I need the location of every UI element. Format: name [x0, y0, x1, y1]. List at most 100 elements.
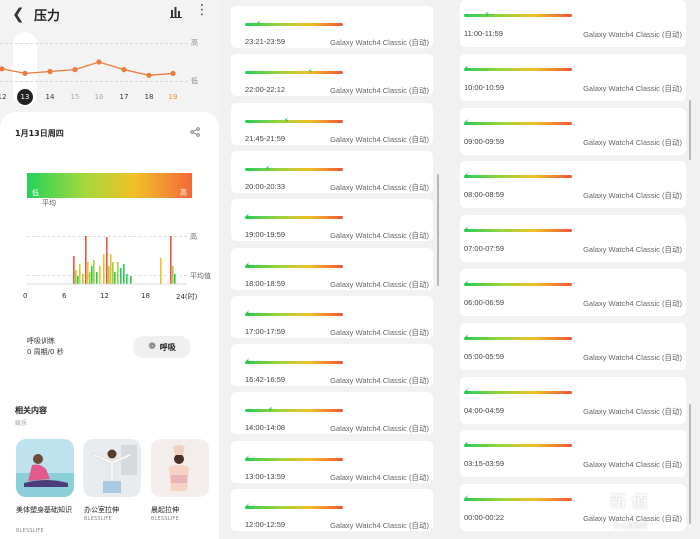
trend-point[interactable]	[170, 70, 176, 76]
trend-point[interactable]	[0, 66, 5, 72]
record-time: 22:00-22:12	[245, 85, 286, 95]
stress-history-list-middle[interactable]: ⚡ 23:21-23:59 Galaxy Watch4 Classic (自动) ⚡ 2…	[219, 0, 448, 539]
trend-point[interactable]	[96, 59, 102, 65]
stress-bar	[120, 268, 122, 284]
stress-bar	[93, 260, 95, 284]
stress-level-bar	[245, 167, 343, 171]
scrollbar[interactable]	[437, 174, 439, 286]
related-caption[interactable]: 晨起拉伸	[151, 506, 179, 514]
day-label[interactable]: 12	[0, 93, 7, 101]
day-label[interactable]: 18	[144, 93, 154, 101]
related-thumbnail[interactable]	[16, 439, 74, 497]
record-time: 00:00-00:22	[464, 513, 505, 523]
record-time: 12:00-12:59	[245, 520, 286, 529]
daily-stress-chart: 高 平均值 0 6 12 18 24(时)	[0, 227, 219, 307]
related-thumbnail[interactable]	[151, 439, 209, 497]
stress-bar	[123, 264, 125, 284]
stress-marker-icon: ⚡	[283, 115, 290, 125]
stress-level-bar	[464, 498, 572, 502]
trend-point[interactable]	[72, 67, 78, 73]
stress-record-item[interactable]: ⚡ 13:00-13:59 Galaxy Watch4 Classic (自动)	[231, 440, 433, 483]
record-time: 13:00-13:59	[245, 471, 286, 481]
stress-marker-icon: ⚡	[307, 67, 314, 77]
stress-level-bar	[245, 457, 343, 461]
scrollbar[interactable]	[689, 404, 691, 524]
stress-marker-icon: ⚡	[245, 212, 251, 222]
stress-record-item[interactable]: ⚡ 05:00-05:59 Galaxy Watch4 Classic (自动)	[460, 322, 686, 370]
day-label[interactable]: 14	[45, 93, 55, 101]
daily-bars-svg	[27, 236, 187, 285]
back-arrow-icon[interactable]: ❮	[12, 5, 25, 23]
stress-bar	[172, 266, 174, 284]
stress-marker-icon: ⚡	[464, 117, 470, 127]
stress-level-bar	[245, 361, 343, 365]
stress-record-item[interactable]: ⚡ 11:00-11:59 Galaxy Watch4 Classic (自动)	[460, 0, 686, 47]
related-caption[interactable]: 美体塑身基础知识	[16, 506, 72, 514]
day-label[interactable]: 19	[168, 93, 178, 101]
stress-record-item[interactable]: ⚡ 17:00-17:59 Galaxy Watch4 Classic (自动)	[231, 295, 433, 338]
stress-record-item[interactable]: ⚡ 22:00-22:12 Galaxy Watch4 Classic (自动)	[231, 54, 433, 97]
stress-record-item[interactable]: ⚡ 20:00-20:33 Galaxy Watch4 Classic (自动)	[231, 150, 433, 193]
stress-bar	[75, 270, 77, 284]
stress-bar	[110, 254, 112, 284]
stress-record-item[interactable]: ⚡ 07:00-07:59 Galaxy Watch4 Classic (自动)	[460, 215, 686, 263]
record-device: Galaxy Watch4 Classic (自动)	[583, 352, 682, 362]
stress-record-item[interactable]: ⚡ 14:00-14:08 Galaxy Watch4 Classic (自动)	[231, 392, 433, 435]
stress-level-bar	[464, 336, 572, 340]
trend-point[interactable]	[121, 67, 127, 73]
stress-record-item[interactable]: ⚡ 23:21-23:59 Galaxy Watch4 Classic (自动)	[231, 6, 433, 48]
record-device: Galaxy Watch4 Classic (自动)	[583, 406, 682, 416]
trend-high-gridline	[0, 43, 188, 44]
day-label[interactable]: 15	[70, 93, 80, 101]
stress-level-bar	[245, 312, 343, 316]
bar-chart-icon[interactable]	[170, 5, 182, 18]
stress-record-item[interactable]: ⚡ 09:00-09:59 Galaxy Watch4 Classic (自动)	[460, 107, 686, 155]
stress-marker-icon: ⚡	[464, 279, 470, 288]
record-time: 10:00-10:59	[464, 82, 505, 92]
more-vertical-icon[interactable]: ⋮	[195, 2, 209, 18]
stress-level-bar	[245, 119, 343, 123]
scrollbar[interactable]	[689, 100, 691, 160]
stress-bar	[126, 274, 128, 284]
day-label[interactable]: 16	[94, 93, 104, 101]
share-icon[interactable]	[190, 127, 200, 137]
stress-marker-icon: ⚡	[245, 308, 251, 318]
stress-bar	[99, 266, 101, 284]
record-device: Galaxy Watch4 Classic (自动)	[330, 376, 429, 386]
stress-bar	[114, 272, 116, 284]
stress-level-bar	[464, 229, 572, 233]
related-thumbnail[interactable]	[83, 439, 141, 497]
stress-record-item[interactable]: ⚡ 16:42-16:59 Galaxy Watch4 Classic (自动)	[231, 344, 433, 387]
stress-history-list-right[interactable]: ⚡ 11:00-11:59 Galaxy Watch4 Classic (自动) ⚡ 1…	[448, 0, 700, 539]
record-time: 18:00-18:59	[245, 278, 286, 288]
trend-point[interactable]	[47, 68, 53, 75]
day-label[interactable]: 13	[17, 89, 33, 105]
stress-record-item[interactable]: ⚡ 18:00-18:59 Galaxy Watch4 Classic (自动)	[231, 247, 433, 290]
stress-record-item[interactable]: ⚡ 00:00-00:22 Galaxy Watch4 Classic (自动)	[460, 484, 686, 532]
record-device: Galaxy Watch4 Classic (自动)	[583, 191, 682, 201]
stress-record-item[interactable]: ⚡ 21:45-21:59 Galaxy Watch4 Classic (自动)	[231, 102, 433, 145]
stress-marker-icon: ⚡	[464, 386, 470, 396]
stress-scale-bar: 低 高	[27, 173, 192, 198]
record-time: 19:00-19:59	[245, 230, 286, 240]
stress-record-item[interactable]: ⚡ 06:00-06:59 Galaxy Watch4 Classic (自动)	[460, 269, 686, 316]
stress-marker-icon: ⚡	[464, 332, 470, 342]
stress-record-item[interactable]: ⚡ 08:00-08:59 Galaxy Watch4 Classic (自动)	[460, 161, 686, 209]
stress-record-item[interactable]: ⚡ 03:15-03:59 Galaxy Watch4 Classic (自动)	[460, 430, 686, 478]
stress-level-bar	[245, 71, 343, 75]
stress-bar	[89, 272, 91, 284]
stress-record-item[interactable]: ⚡ 10:00-10:59 Galaxy Watch4 Classic (自动)	[460, 53, 686, 101]
stress-bar	[174, 274, 176, 284]
trend-point[interactable]	[22, 70, 28, 76]
stress-record-item[interactable]: ⚡ 12:00-12:59 Galaxy Watch4 Classic (自动)	[231, 489, 433, 531]
stress-bar	[77, 276, 79, 284]
breath-button[interactable]: ❁ 呼吸	[133, 336, 191, 358]
related-subtitle: 娱乐	[15, 420, 28, 427]
related-caption[interactable]: 办公室拉伸	[84, 506, 119, 514]
day-label[interactable]: 17	[119, 93, 129, 101]
trend-point[interactable]	[146, 72, 152, 78]
stress-record-item[interactable]: ⚡ 04:00-04:59 Galaxy Watch4 Classic (自动)	[460, 376, 686, 424]
stress-record-item[interactable]: ⚡ 19:00-19:59 Galaxy Watch4 Classic (自动)	[231, 199, 433, 242]
stress-marker-icon: ⚡	[245, 260, 251, 270]
